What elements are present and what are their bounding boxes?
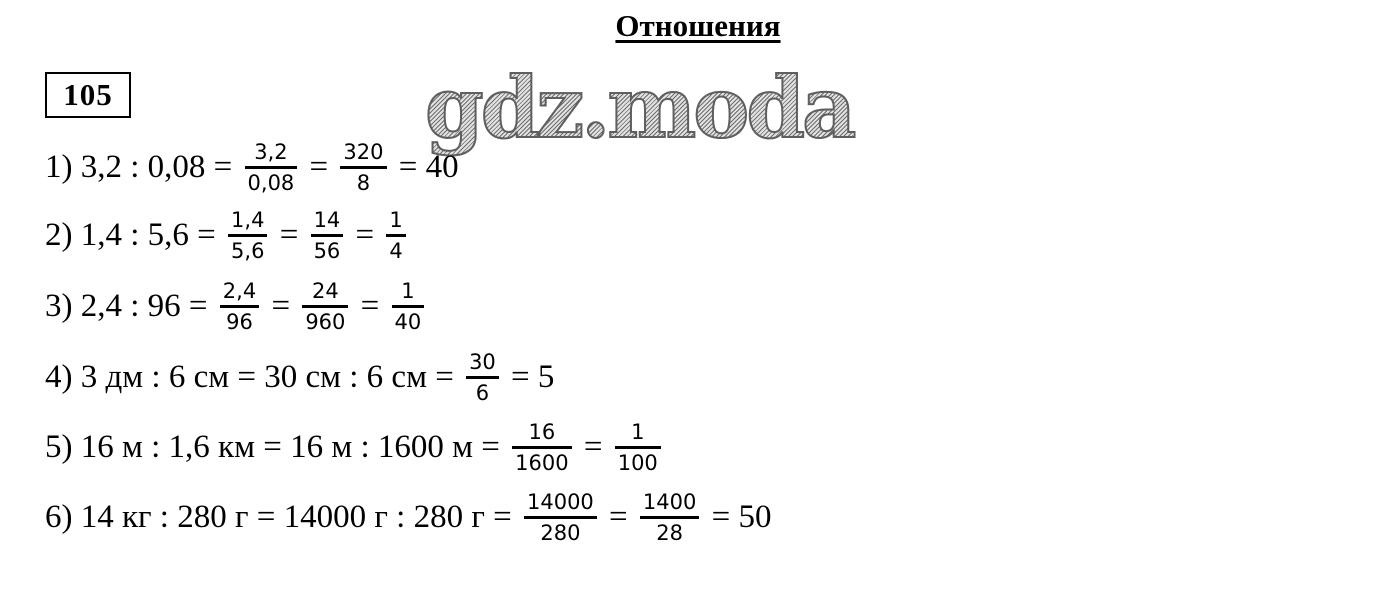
denominator: 5,6 bbox=[231, 239, 265, 264]
fraction: 2,4 96 bbox=[219, 279, 260, 335]
expression-text: = bbox=[600, 499, 636, 536]
expression-text: 5) 16 м : 1,6 км = 16 м : 1600 м = bbox=[45, 429, 509, 466]
expression-text: = bbox=[352, 288, 388, 325]
numerator: 16 bbox=[528, 420, 556, 444]
denominator: 28 bbox=[656, 521, 684, 546]
numerator: 14 bbox=[313, 208, 341, 232]
denominator: 6 bbox=[475, 381, 490, 406]
fraction: 320 8 bbox=[340, 140, 387, 196]
expression-text: = bbox=[301, 149, 337, 186]
denominator: 56 bbox=[313, 239, 341, 264]
denominator: 960 bbox=[305, 310, 346, 335]
fraction: 14 56 bbox=[310, 208, 344, 264]
numerator: 2,4 bbox=[222, 279, 257, 303]
fraction: 16 1600 bbox=[512, 420, 572, 476]
page-title: Отношения bbox=[0, 8, 1392, 44]
numerator: 3,2 bbox=[254, 140, 288, 164]
expression-text: = 40 bbox=[390, 149, 459, 186]
solution-line: 3) 2,4 : 96 = 2,4 96 = 24 960 = 1 40 bbox=[45, 279, 428, 334]
expression-text: 1) 3,2 : 0,08 = bbox=[45, 149, 241, 186]
denominator: 100 bbox=[617, 451, 658, 476]
fraction: 24 960 bbox=[302, 279, 349, 335]
fraction-bar bbox=[523, 516, 597, 520]
solution-line: 1) 3,2 : 0,08 = 3,2 0,08 = 320 8 = 40 bbox=[45, 140, 459, 195]
numerator: 1 bbox=[401, 279, 415, 303]
numerator: 1 bbox=[631, 420, 645, 444]
solution-line: 4) 3 дм : 6 см = 30 см : 6 см = 30 6 = 5 bbox=[45, 350, 554, 405]
denominator: 8 bbox=[356, 171, 371, 196]
fraction-bar bbox=[340, 166, 387, 170]
fraction-bar bbox=[466, 376, 499, 380]
expression-text: = 50 bbox=[703, 499, 772, 536]
expression-text: = bbox=[271, 217, 307, 254]
fraction: 1 40 bbox=[391, 279, 425, 335]
expression-text: = bbox=[347, 217, 383, 254]
numerator: 30 bbox=[469, 350, 496, 374]
fraction-bar bbox=[386, 234, 406, 238]
fraction: 1 100 bbox=[614, 420, 661, 476]
fraction-bar bbox=[244, 166, 298, 170]
fraction-bar bbox=[639, 516, 700, 520]
numerator: 14000 bbox=[526, 490, 594, 514]
numerator: 24 bbox=[311, 279, 339, 303]
fraction-bar bbox=[302, 305, 349, 309]
denominator: 4 bbox=[389, 239, 403, 264]
numerator: 1400 bbox=[642, 490, 697, 514]
fraction: 30 6 bbox=[466, 350, 499, 405]
fraction-bar bbox=[512, 446, 572, 450]
fraction-bar bbox=[219, 305, 260, 309]
fraction-bar bbox=[614, 446, 661, 450]
expression-text: = bbox=[575, 429, 611, 466]
fraction: 14000 280 bbox=[523, 490, 597, 546]
fraction: 1400 28 bbox=[639, 490, 700, 546]
solution-line: 6) 14 кг : 280 г = 14000 г : 280 г = 140… bbox=[45, 490, 772, 545]
numerator: 1,4 bbox=[231, 208, 265, 232]
expression-text: = bbox=[263, 288, 299, 325]
expression-text: 3) 2,4 : 96 = bbox=[45, 288, 216, 325]
fraction-bar bbox=[310, 234, 344, 238]
problem-number: 105 bbox=[45, 72, 131, 118]
denominator: 96 bbox=[226, 310, 253, 335]
expression-text: 4) 3 дм : 6 см = 30 см : 6 см = bbox=[45, 359, 463, 396]
fraction: 1,4 5,6 bbox=[228, 208, 268, 264]
numerator: 320 bbox=[343, 140, 384, 164]
denominator: 280 bbox=[540, 521, 581, 546]
title-text: Отношения bbox=[615, 8, 781, 43]
solution-line: 5) 16 м : 1,6 км = 16 м : 1600 м = 16 160… bbox=[45, 420, 665, 475]
denominator: 40 bbox=[394, 310, 422, 335]
fraction-bar bbox=[228, 234, 268, 238]
fraction-bar bbox=[391, 305, 425, 309]
denominator: 1600 bbox=[515, 451, 569, 476]
numerator: 1 bbox=[389, 208, 403, 232]
watermark-logo: gdz.moda bbox=[424, 57, 857, 158]
fraction: 3,2 0,08 bbox=[244, 140, 298, 196]
expression-text: 6) 14 кг : 280 г = 14000 г : 280 г = bbox=[45, 499, 520, 536]
denominator: 0,08 bbox=[247, 171, 295, 196]
expression-text: 2) 1,4 : 5,6 = bbox=[45, 217, 225, 254]
expression-text: = 5 bbox=[502, 359, 555, 396]
